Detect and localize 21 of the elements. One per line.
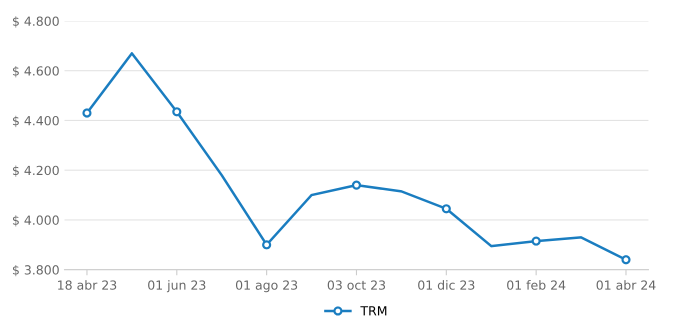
x-tick-label: 01 abr 24 xyxy=(596,280,656,290)
y-tick-label: $ 4.200 xyxy=(12,165,59,177)
point xyxy=(442,204,451,214)
y-tick-label: $ 4.800 xyxy=(12,16,59,28)
x-tick-label: 01 ago 23 xyxy=(236,280,298,292)
x-tick-label: 01 jun 23 xyxy=(148,280,206,292)
x-tick-label: 03 oct 23 xyxy=(328,280,386,290)
point xyxy=(172,107,182,116)
x-tick-label: 18 abr 23 xyxy=(58,280,116,290)
point xyxy=(262,240,272,250)
y-tick-label: $ 4.000 xyxy=(12,215,59,227)
point xyxy=(621,255,631,264)
x-tick-label: 01 dic 23 xyxy=(418,280,474,290)
y-tick-label: $ 4.600 xyxy=(12,66,59,78)
point xyxy=(82,108,92,118)
point xyxy=(532,236,541,246)
point xyxy=(352,180,362,190)
y-tick-label: $ 3.800 xyxy=(12,264,59,276)
y-tick-label: $ 4.400 xyxy=(12,116,59,128)
legend-label: TRM xyxy=(360,306,386,316)
x-tick-label: 01 feb 24 xyxy=(507,280,566,290)
